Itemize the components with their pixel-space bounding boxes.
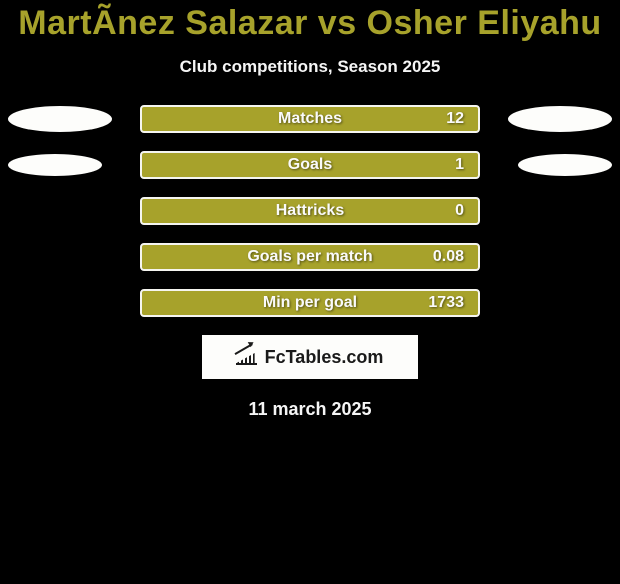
left-value-pill <box>8 106 112 132</box>
stat-bar: Goals per match 0.08 <box>140 243 480 271</box>
stat-value: 1733 <box>428 294 464 312</box>
comparison-title: MartÃ­nez Salazar vs Osher Eliyahu <box>0 4 620 43</box>
stat-row: Goals 1 <box>0 151 620 179</box>
competition-subtitle: Club competitions, Season 2025 <box>0 57 620 77</box>
stat-value: 1 <box>455 156 464 174</box>
logo-text: FcTables.com <box>265 347 384 368</box>
stat-value: 0 <box>455 202 464 220</box>
stat-value: 0.08 <box>433 248 464 266</box>
right-value-pill <box>508 106 612 132</box>
source-logo: FcTables.com <box>202 335 418 379</box>
stat-bar: Matches 12 <box>140 105 480 133</box>
left-value-pill <box>8 154 102 176</box>
stat-bar: Hattricks 0 <box>140 197 480 225</box>
stat-row: Min per goal 1733 <box>0 289 620 317</box>
stat-label: Matches <box>278 110 342 128</box>
stats-container: Matches 12 Goals 1 Hattricks 0 Goals per… <box>0 105 620 317</box>
right-value-pill <box>518 154 612 176</box>
stat-label: Min per goal <box>263 294 357 312</box>
stat-bar: Goals 1 <box>140 151 480 179</box>
stat-row: Hattricks 0 <box>0 197 620 225</box>
stat-value: 12 <box>446 110 464 128</box>
stat-label: Hattricks <box>276 202 344 220</box>
stat-bar: Min per goal 1733 <box>140 289 480 317</box>
stat-label: Goals <box>288 156 332 174</box>
snapshot-date: 11 march 2025 <box>0 399 620 420</box>
chart-arrow-icon <box>237 348 259 366</box>
stat-row: Matches 12 <box>0 105 620 133</box>
stat-row: Goals per match 0.08 <box>0 243 620 271</box>
stat-label: Goals per match <box>247 248 372 266</box>
